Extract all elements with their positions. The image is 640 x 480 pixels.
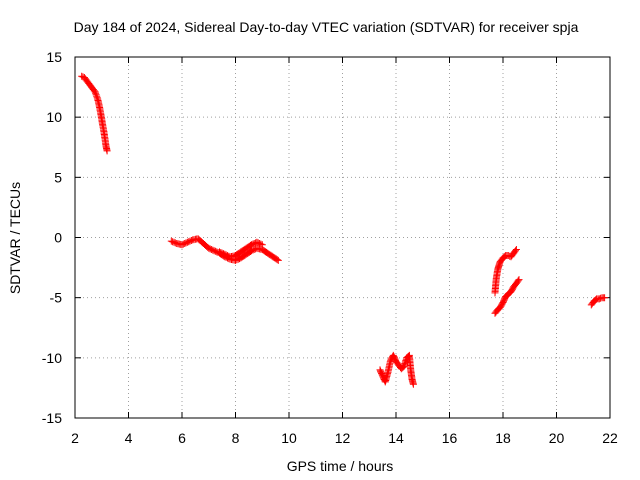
data-point [258,241,266,249]
data-point [512,247,519,255]
series-arc-7 [587,294,609,309]
data-point [591,297,599,304]
data-series [78,72,609,388]
data-point [273,256,281,264]
data-point [257,240,265,248]
grid [75,57,610,418]
data-point [601,294,609,302]
x-tick-label: 10 [281,430,297,446]
y-tick-label: 5 [54,169,62,185]
data-point [92,91,100,99]
data-point [103,147,111,155]
data-point [515,276,523,284]
data-point [409,380,417,388]
x-tick-label: 4 [125,430,133,446]
series-arc-3 [216,238,266,261]
series-arc-1 [78,72,111,155]
series-arc-6 [491,276,523,317]
y-tick-label: 10 [46,109,62,125]
x-axis-label: GPS time / hours [287,458,394,474]
data-point [274,256,282,264]
x-tick-label: 16 [442,430,458,446]
y-tick-label: -5 [50,290,63,306]
x-tick-label: 2 [71,430,79,446]
series-arc-5 [491,246,520,297]
x-tick-label: 20 [549,430,565,446]
data-point [500,253,508,261]
y-tick-label: 0 [54,230,62,246]
x-tick-label: 6 [178,430,186,446]
y-tick-label: -10 [42,350,62,366]
y-tick-label: 15 [46,49,62,65]
data-point [512,246,520,253]
axis-ticks: 2 4 6 8 10 12 14 16 18 20 22 -15 -10 -5 0 5 10 15 [42,49,618,446]
y-tick-label: -15 [42,410,62,426]
y-axis-label: SDTVAR / TECUs [7,182,23,294]
x-tick-label: 14 [388,430,404,446]
x-tick-label: 22 [602,430,618,446]
series-arc-4 [376,351,417,388]
data-point [514,277,522,285]
x-tick-label: 8 [232,430,240,446]
x-tick-label: 12 [335,430,351,446]
series-arc-2 [167,235,282,264]
chart-title: Day 184 of 2024, Sidereal Day-to-day VTE… [74,19,579,35]
x-tick-label: 18 [495,430,511,446]
